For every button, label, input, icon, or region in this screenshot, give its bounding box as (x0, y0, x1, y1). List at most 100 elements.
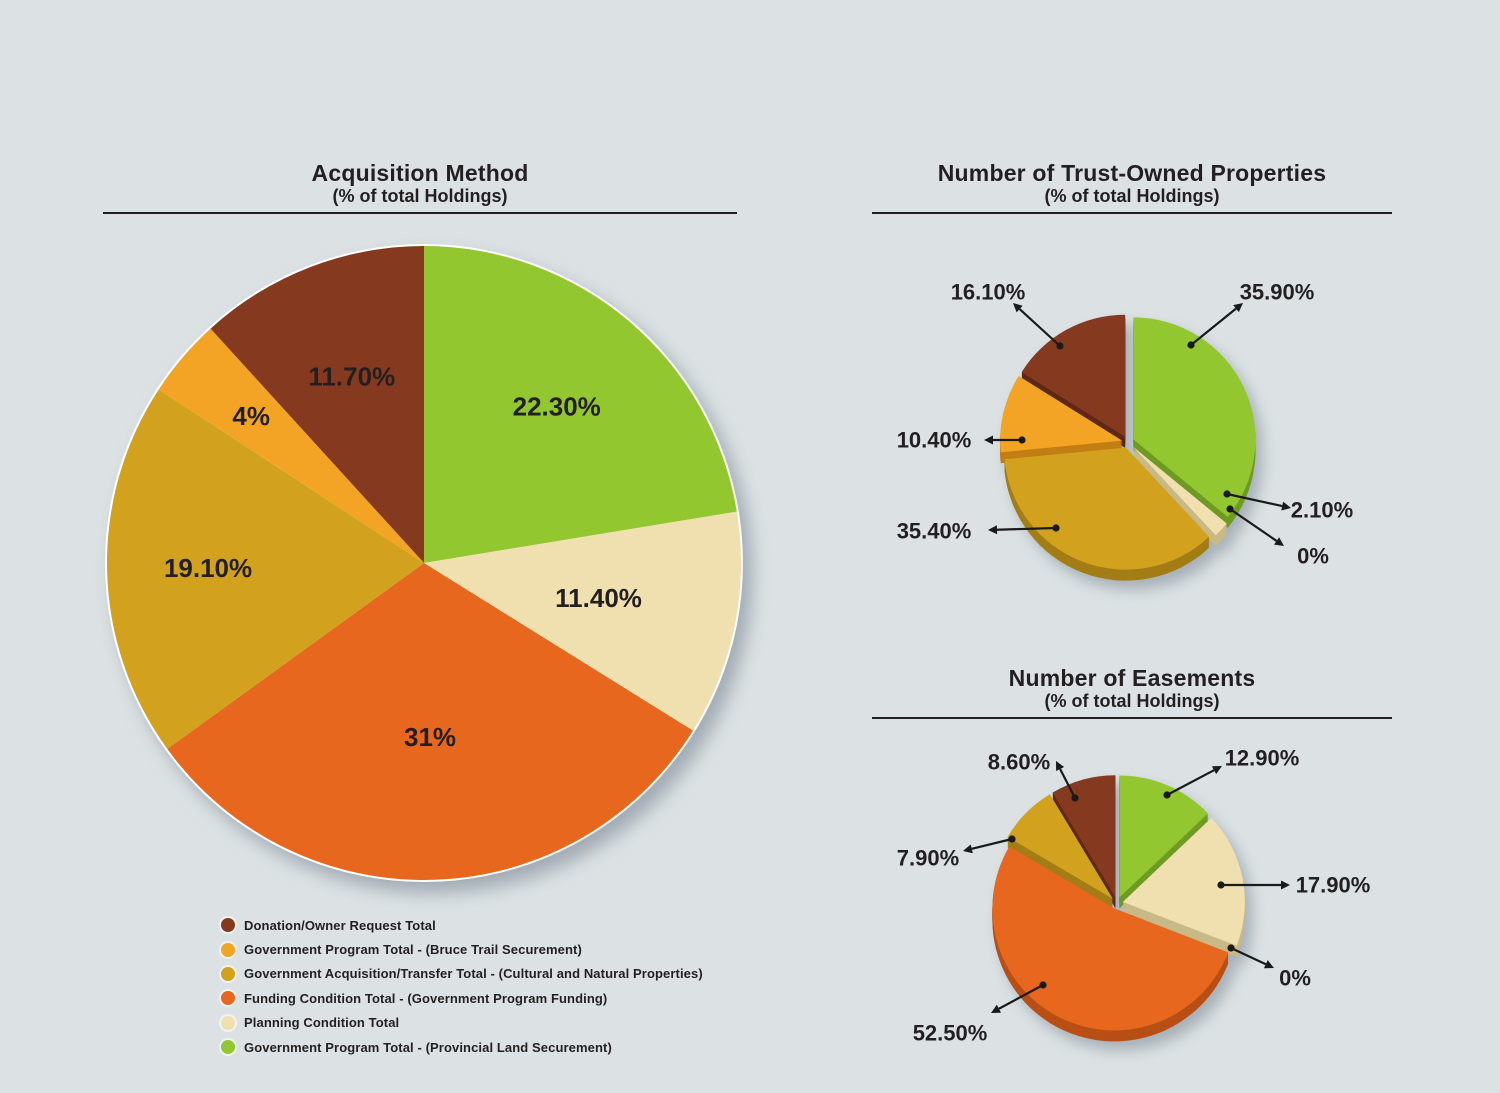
trust-owned-properties-value-label: 0% (1297, 544, 1329, 569)
chart-subtitle: (% of total Holdings) (1044, 691, 1220, 711)
legend-item: Funding Condition Total - (Government Pr… (221, 986, 703, 1010)
trust-owned-properties-value-label: 35.40% (897, 519, 972, 544)
leader-line (1166, 769, 1215, 796)
chart-title: Number of Trust-Owned Properties (937, 160, 1327, 186)
easements-value-label: 52.50% (913, 1021, 988, 1046)
acquisition-method-slice-orange (167, 563, 694, 880)
trust-owned-properties-callout: 35.40% (897, 519, 1060, 544)
acquisition-method-value-label: 31% (404, 722, 456, 752)
legend-item: Government Program Total - (Provincial L… (221, 1035, 703, 1059)
leader-dot (1227, 944, 1235, 952)
easements-callout: 8.60% (988, 750, 1079, 802)
leader-dot (1018, 436, 1026, 444)
legend: Donation/Owner Request Total Government P… (221, 913, 703, 1059)
trust-owned-properties-slice-gold (1004, 447, 1210, 570)
legend-label: Government Program Total - (Bruce Trail … (244, 942, 582, 958)
trust-owned-properties-callout: 16.10% (951, 280, 1064, 350)
easements-value-label: 8.60% (988, 750, 1050, 775)
acquisition-method-slice-ltorange (158, 328, 425, 563)
trust-owned-properties-value-label: 10.40% (897, 428, 972, 453)
trust-owned-properties-value-label: 16.10% (951, 280, 1026, 305)
leader-line (998, 984, 1044, 1010)
easements-callout: 0% (1227, 944, 1311, 991)
acquisition-method-slice-green (424, 246, 737, 563)
legend-swatch-green-icon (221, 1040, 235, 1055)
easements-value-label: 0% (1279, 966, 1311, 991)
leader-line (1018, 308, 1061, 347)
leader-dot (1008, 835, 1016, 843)
leader-arrow-icon (1274, 537, 1284, 546)
easements-pie (992, 775, 1245, 1042)
leader-arrow-icon (988, 525, 998, 535)
legend-item: Government Program Total - (Bruce Trail … (221, 937, 703, 961)
leader-line (1190, 307, 1237, 346)
trust-owned-properties-slice-green (1133, 317, 1256, 517)
leader-dot (1039, 981, 1047, 989)
trust-owned-properties-callout: 0% (1226, 505, 1329, 569)
legend-swatch-ltorange-icon (221, 942, 235, 957)
legend-label: Planning Condition Total (244, 1015, 400, 1031)
leader-arrow-icon (1013, 303, 1023, 313)
leader-line (996, 526, 1057, 531)
easements-callout: 17.90% (1217, 873, 1370, 898)
leader-arrow-icon (1263, 960, 1274, 969)
leader-line (1230, 947, 1267, 966)
trust-owned-properties-slice-cream (1132, 446, 1227, 536)
leader-arrow-icon (1056, 761, 1065, 772)
leader-arrow-icon (984, 435, 993, 445)
leader-dot (1071, 794, 1079, 802)
legend-item: Government Acquisition/Transfer Total - … (221, 962, 703, 986)
easements-callout: 52.50% (913, 981, 1047, 1046)
trust-owned-properties-value-label: 35.90% (1240, 280, 1315, 305)
easements-slice-orange (992, 846, 1229, 1031)
header-rule (872, 212, 1392, 214)
trust-owned-properties-callout: 2.10% (1223, 490, 1353, 523)
leader-dot (1226, 505, 1234, 513)
leader-dot (1187, 341, 1195, 349)
easements-value-label: 7.90% (897, 846, 959, 871)
legend-label: Donation/Owner Request Total (244, 917, 436, 933)
chart-title: Number of Easements (1008, 665, 1256, 691)
leader-arrow-icon (1281, 501, 1291, 511)
legend-item: Planning Condition Total (221, 1011, 703, 1035)
easements-callout: 7.90% (897, 835, 1016, 871)
easements-slice-gold (1007, 794, 1113, 899)
acquisition-method-value-label: 22.30% (513, 392, 601, 422)
easements-value-label: 17.90% (1296, 873, 1371, 898)
easements-slice-brown (1052, 775, 1116, 898)
leader-line (1229, 508, 1278, 542)
leader-dot (1052, 524, 1060, 532)
leader-dot (1217, 881, 1225, 889)
leader-line (1059, 768, 1076, 799)
trust-owned-properties-callout: 35.90% (1187, 280, 1314, 349)
easements-slice-cream (1122, 817, 1245, 946)
leader-dot (1056, 342, 1064, 350)
easements-header: Number of Easements (% of total Holdings… (872, 665, 1392, 719)
acquisition-method-slice-gold (107, 389, 425, 749)
legend-swatch-gold-icon (221, 966, 235, 981)
acquisition-method-value-label: 11.40% (555, 583, 642, 613)
legend-label: Funding Condition Total - (Government Pr… (244, 990, 608, 1006)
chart-title: Acquisition Method (311, 160, 529, 186)
trust-owned-properties-header: Number of Trust-Owned Properties (% of t… (872, 160, 1392, 214)
acquisition-method-value-label: 11.70% (308, 361, 395, 391)
acquisition-method-value-label: 19.10% (164, 553, 252, 583)
trust-owned-properties-callout: 10.40% (897, 428, 1026, 453)
legend-swatch-orange-icon (221, 991, 235, 1006)
acquisition-method-slice-brown (210, 246, 424, 563)
chart-subtitle: (% of total Holdings) (1044, 186, 1220, 206)
legend-item: Donation/Owner Request Total (221, 913, 703, 937)
acquisition-method-slice-cream (424, 511, 741, 731)
trust-owned-properties-slice-ltorange (1000, 376, 1123, 453)
easements-value-label: 12.90% (1225, 746, 1300, 771)
header-rule (103, 212, 737, 214)
header-rule (872, 717, 1392, 719)
legend-label: Government Program Total - (Provincial L… (244, 1039, 612, 1055)
trust-owned-properties-value-label: 2.10% (1291, 498, 1353, 523)
acquisition-method-header: Acquisition Method (% of total Holdings) (103, 160, 737, 214)
trust-owned-properties-slice-brown (1021, 314, 1126, 437)
leader-arrow-icon (991, 1004, 1002, 1013)
leader-arrow-icon (1281, 880, 1290, 890)
